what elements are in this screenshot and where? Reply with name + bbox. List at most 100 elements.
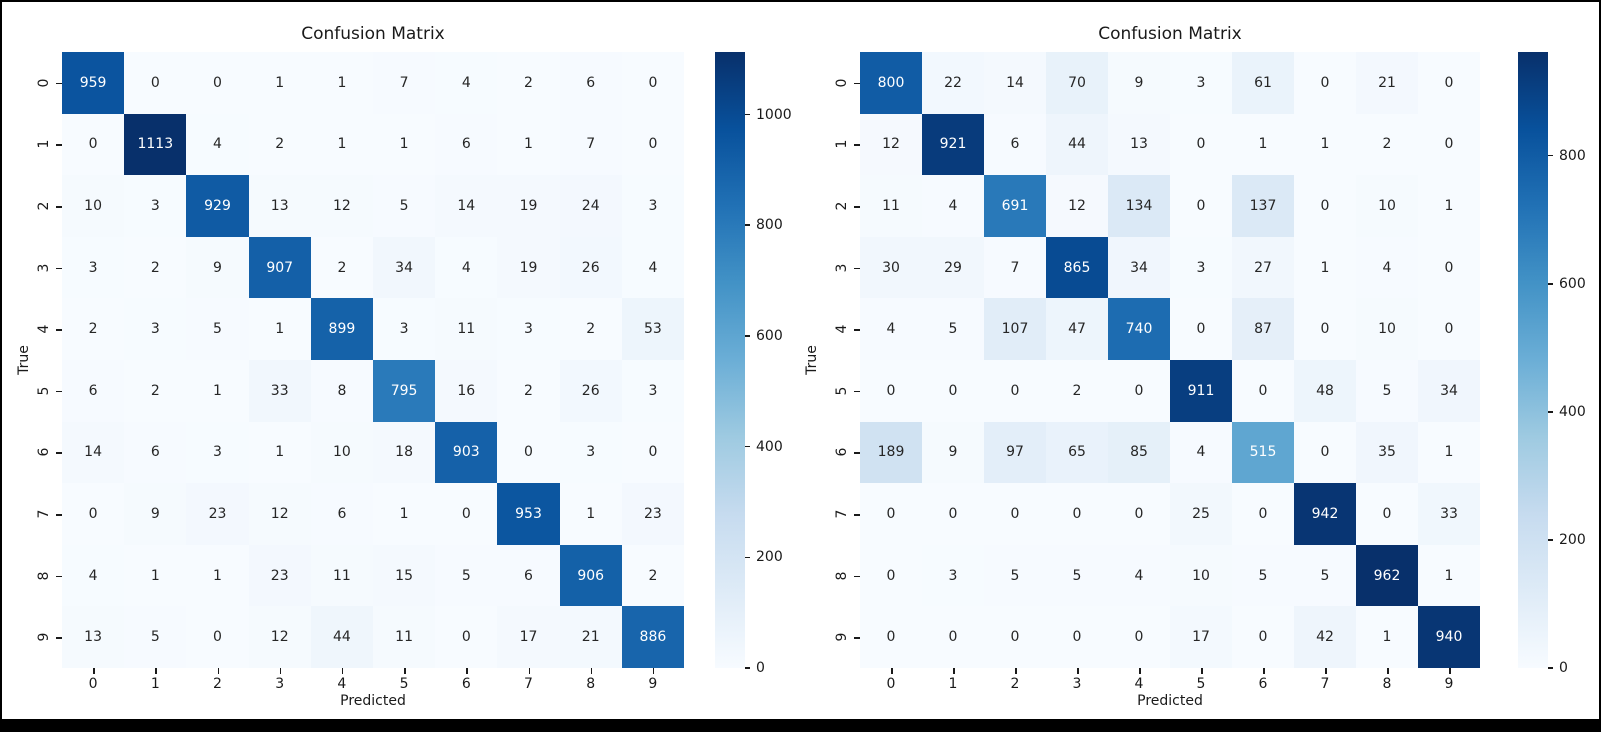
- matrix-cell-r4c6: 87: [1232, 298, 1294, 360]
- matrix-cell-r6c6: 903: [435, 421, 498, 484]
- matrix-cell-r0c1: 22: [922, 52, 984, 114]
- matrix-cell-r6c9: 0: [621, 421, 684, 484]
- chart-title: Confusion Matrix: [1098, 24, 1242, 44]
- matrix-cell-r3c8: 26: [559, 236, 622, 299]
- matrix-cell-r3c5: 34: [373, 236, 436, 299]
- matrix-cell-r2c5: 5: [373, 175, 436, 237]
- matrix-cell-r4c3: 1: [248, 298, 311, 360]
- matrix-cell-r3c2: 9: [186, 236, 249, 299]
- y-tick-mark: [56, 514, 62, 516]
- y-tick-mark: [854, 390, 860, 393]
- x-tick-label: 9: [648, 676, 658, 692]
- x-tick-label: 1: [150, 676, 160, 692]
- x-tick-mark: [279, 668, 282, 674]
- x-tick-mark: [93, 668, 95, 674]
- matrix-cell-r6c5: 4: [1170, 421, 1232, 484]
- y-tick-mark: [56, 452, 62, 454]
- matrix-cell-r9c2: 0: [186, 606, 249, 668]
- matrix-cell-r6c7: 0: [497, 421, 560, 484]
- matrix-cell-r8c3: 23: [248, 544, 311, 607]
- colorbar-tick-label: 600: [756, 327, 783, 344]
- matrix-cell-r7c1: 0: [922, 483, 984, 545]
- subplot-left-confusion-matrix: Confusion Matrix 959 0 0 1 1 7 4 2 6 0 0 1113 4 2 1 1 6 1…: [2, 2, 1599, 719]
- y-tick-mark: [854, 144, 860, 146]
- matrix-cell-r1c8: 2: [1356, 113, 1418, 176]
- colorbar-tick-mark: [1548, 154, 1553, 157]
- matrix-cell-r8c9: 2: [621, 544, 684, 607]
- y-tick-mark: [56, 206, 62, 208]
- matrix-cell-r0c7: 2: [497, 52, 560, 114]
- matrix-cell-r5c4: 8: [310, 359, 373, 422]
- matrix-cell-r4c6: 11: [435, 298, 498, 360]
- y-axis-label: True: [804, 345, 820, 375]
- matrix-cell-r5c5: 795: [373, 359, 436, 422]
- matrix-cell-r3c4: 2: [310, 236, 373, 299]
- y-tick-mark: [854, 82, 860, 85]
- colorbar-tick-label: 800: [1559, 147, 1586, 164]
- matrix-cell-r9c2: 0: [984, 606, 1046, 668]
- matrix-cell-r6c5: 18: [373, 421, 436, 484]
- matrix-cell-r9c9: 940: [1418, 606, 1480, 668]
- matrix-cell-r0c9: 0: [621, 52, 684, 114]
- x-tick-mark: [953, 668, 955, 674]
- matrix-cell-r5c1: 2: [124, 359, 187, 422]
- matrix-cell-r4c5: 0: [1170, 298, 1232, 360]
- matrix-cell-r4c0: 4: [860, 298, 922, 360]
- x-tick-label: 0: [88, 676, 98, 692]
- colorbar-gradient: [715, 52, 745, 668]
- matrix-cell-r9c4: 0: [1108, 606, 1170, 668]
- matrix-cell-r1c9: 0: [1418, 113, 1480, 176]
- colorbar: 0 200 400 600 800 1000: [715, 52, 792, 676]
- colorbar-tick-label: 400: [1559, 403, 1586, 420]
- y-tick-label: 2: [834, 201, 850, 211]
- y-tick-mark: [854, 329, 860, 331]
- y-tick-mark: [56, 82, 62, 85]
- matrix-cell-r2c8: 10: [1356, 175, 1418, 237]
- matrix-cell-r0c3: 1: [248, 52, 311, 114]
- colorbar-tick-mark: [1548, 539, 1553, 541]
- matrix-cell-r7c6: 0: [1232, 483, 1294, 545]
- matrix-cell-r6c0: 14: [62, 421, 125, 484]
- colorbar-tick-mark: [745, 556, 750, 559]
- matrix-cell-r9c0: 13: [62, 606, 125, 668]
- matrix-cell-r8c5: 10: [1170, 544, 1232, 607]
- colorbar-tick-mark: [745, 667, 750, 669]
- matrix-cell-r2c6: 14: [435, 175, 498, 237]
- matrix-cell-r1c4: 1: [310, 113, 373, 176]
- matrix-cell-r3c0: 30: [860, 236, 922, 299]
- matrix-cell-r6c3: 65: [1046, 421, 1108, 484]
- colorbar: 0 200 400 600 800: [1518, 52, 1586, 676]
- matrix-cell-r2c4: 12: [310, 175, 373, 237]
- x-tick-mark: [466, 668, 468, 674]
- matrix-cell-r7c9: 33: [1418, 483, 1480, 545]
- matrix-cell-r1c3: 2: [248, 113, 311, 176]
- x-tick-mark: [1139, 668, 1141, 674]
- colorbar-tick-label: 0: [756, 660, 765, 676]
- matrix-cell-r1c7: 1: [1294, 113, 1356, 176]
- matrix-cell-r3c5: 3: [1170, 236, 1232, 299]
- colorbar-tick-label: 600: [1559, 275, 1586, 292]
- matrix-cell-r6c2: 3: [186, 421, 249, 484]
- matrix-cell-r8c7: 6: [497, 544, 560, 607]
- matrix-cell-r9c1: 0: [922, 606, 984, 668]
- matrix-cell-r2c8: 24: [559, 175, 622, 237]
- matrix-cell-r4c9: 53: [621, 298, 684, 360]
- matrix-cell-r1c8: 7: [559, 113, 622, 176]
- y-tick-mark: [56, 575, 62, 578]
- colorbar-tick-label: 400: [756, 438, 783, 455]
- matrix-cell-r5c2: 1: [186, 359, 249, 422]
- y-tick-mark: [56, 329, 62, 331]
- matrix-cell-r4c7: 0: [1294, 298, 1356, 360]
- x-tick-mark: [1201, 668, 1203, 674]
- y-tick-label: 5: [834, 386, 850, 396]
- matrix-cell-r2c0: 10: [62, 175, 125, 237]
- x-axis-label: Predicted: [340, 693, 406, 709]
- matrix-cell-r9c6: 0: [1232, 606, 1294, 668]
- matrix-cell-r2c0: 11: [860, 175, 922, 237]
- matrix-cell-r6c1: 9: [922, 421, 984, 484]
- matrix-cell-r1c2: 4: [186, 113, 249, 176]
- matrix-cell-r0c7: 0: [1294, 52, 1356, 114]
- matrix-cell-r7c5: 25: [1170, 483, 1232, 545]
- matrix-cell-r4c5: 3: [373, 298, 436, 360]
